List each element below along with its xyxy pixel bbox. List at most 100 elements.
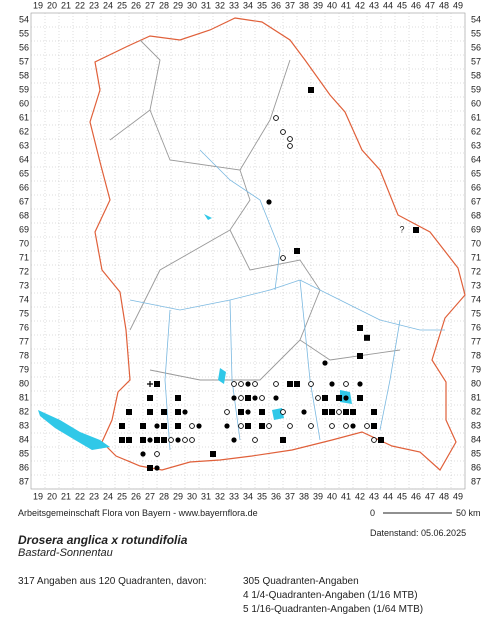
column-label: 25 xyxy=(117,491,127,501)
marker-ring xyxy=(336,409,342,415)
row-label: 79 xyxy=(471,364,481,374)
marker-ring xyxy=(252,437,258,443)
marker-square xyxy=(343,409,349,415)
row-label: 74 xyxy=(471,294,481,304)
marker-ring xyxy=(238,423,244,429)
marker-square xyxy=(294,248,300,254)
marker-square xyxy=(378,437,384,443)
row-label: 58 xyxy=(471,70,481,80)
column-label: 45 xyxy=(397,491,407,501)
marker-ring xyxy=(287,143,293,149)
row-label: 78 xyxy=(19,350,29,360)
marker-square xyxy=(175,423,181,429)
row-label: 61 xyxy=(19,112,29,122)
marker-square xyxy=(357,395,363,401)
marker-ring xyxy=(329,423,335,429)
column-label: 34 xyxy=(243,0,253,10)
row-label: 87 xyxy=(471,476,481,486)
row-label: 67 xyxy=(471,196,481,206)
marker-dot xyxy=(182,409,188,415)
marker-dot xyxy=(224,423,230,429)
column-label: 26 xyxy=(131,491,141,501)
marker-ring xyxy=(280,255,286,261)
marker-dot xyxy=(231,395,237,401)
column-label: 41 xyxy=(341,491,351,501)
column-label: 30 xyxy=(187,491,197,501)
row-label: 80 xyxy=(19,378,29,388)
column-label: 38 xyxy=(299,491,309,501)
summary-item: 4 1/4-Quadranten-Angaben (1/16 MTB) xyxy=(243,590,418,601)
marker-square xyxy=(259,423,265,429)
marker-square xyxy=(322,409,328,415)
marker-dot xyxy=(350,423,356,429)
marker-square xyxy=(140,437,146,443)
column-label: 45 xyxy=(397,0,407,10)
marker-ring xyxy=(259,395,265,401)
column-label: 47 xyxy=(425,0,435,10)
column-label: 33 xyxy=(229,491,239,501)
marker-square xyxy=(280,437,286,443)
marker-ring xyxy=(168,437,174,443)
row-label: 63 xyxy=(19,140,29,150)
column-label: 44 xyxy=(383,0,393,10)
column-label: 30 xyxy=(187,0,197,10)
row-label: 85 xyxy=(19,448,29,458)
row-label: 62 xyxy=(471,126,481,136)
column-label: 46 xyxy=(411,0,421,10)
marker-dot xyxy=(154,465,160,471)
row-label: 65 xyxy=(471,168,481,178)
marker-question: ? xyxy=(399,224,404,234)
row-label: 57 xyxy=(471,56,481,66)
row-label: 81 xyxy=(19,392,29,402)
marker-square xyxy=(154,381,160,387)
column-label: 41 xyxy=(341,0,351,10)
marker-square xyxy=(329,409,335,415)
column-label: 42 xyxy=(355,0,365,10)
row-label: 77 xyxy=(471,336,481,346)
marker-square xyxy=(287,381,293,387)
row-label: 82 xyxy=(19,406,29,416)
marker-ring xyxy=(315,395,321,401)
column-label: 28 xyxy=(159,491,169,501)
column-label: 29 xyxy=(173,0,183,10)
row-label: 84 xyxy=(471,434,481,444)
column-label: 37 xyxy=(285,491,295,501)
marker-square xyxy=(357,325,363,331)
row-label: 70 xyxy=(471,238,481,248)
marker-ring xyxy=(308,423,314,429)
column-label: 31 xyxy=(201,491,211,501)
column-label: 19 xyxy=(33,0,43,10)
column-label: 21 xyxy=(61,0,71,10)
column-label: 24 xyxy=(103,491,113,501)
row-label: 68 xyxy=(471,210,481,220)
lake xyxy=(38,410,110,450)
row-label: 74 xyxy=(19,294,29,304)
marker-ring xyxy=(266,423,272,429)
marker-ring xyxy=(308,381,314,387)
region-borders xyxy=(109,39,401,381)
row-label: 77 xyxy=(19,336,29,346)
column-label: 42 xyxy=(355,491,365,501)
scale-start: 0 xyxy=(370,508,376,518)
row-label: 63 xyxy=(471,140,481,150)
column-label: 20 xyxy=(47,0,57,10)
marker-ring xyxy=(287,423,293,429)
row-label: 54 xyxy=(19,14,29,24)
credit: Arbeitsgemeinschaft Flora von Bayern - w… xyxy=(18,508,258,518)
row-label: 59 xyxy=(471,84,481,94)
axis-labels: 19 19 20 20 21 21 22 22 23 23 24 24 25 25 26 26 27 27 28 28… xyxy=(19,0,481,501)
marker-square xyxy=(147,409,153,415)
row-label: 57 xyxy=(19,56,29,66)
row-label: 85 xyxy=(471,448,481,458)
marker-square xyxy=(336,395,342,401)
row-label: 71 xyxy=(19,252,29,262)
column-label: 23 xyxy=(89,491,99,501)
row-label: 86 xyxy=(19,462,29,472)
column-label: 46 xyxy=(411,491,421,501)
row-label: 59 xyxy=(19,84,29,94)
data-date: Datenstand: 05.06.2025 xyxy=(370,528,467,538)
row-label: 62 xyxy=(19,126,29,136)
row-label: 76 xyxy=(471,322,481,332)
row-label: 71 xyxy=(471,252,481,262)
column-label: 43 xyxy=(369,0,379,10)
